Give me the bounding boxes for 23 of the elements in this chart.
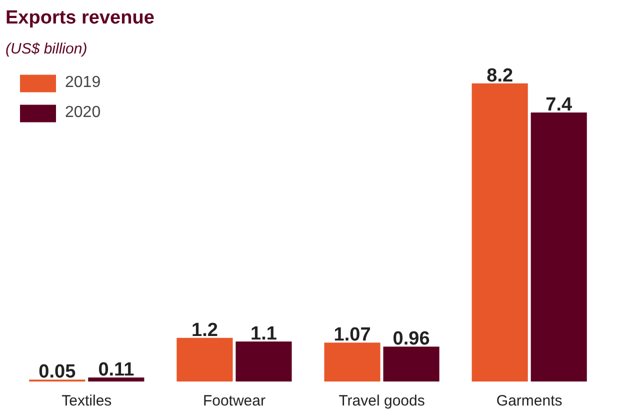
chart-title: Exports revenue bbox=[6, 8, 154, 28]
bar bbox=[530, 112, 587, 382]
bar bbox=[472, 83, 528, 382]
data-label: 7.4 bbox=[546, 94, 572, 116]
bar bbox=[236, 342, 292, 382]
bar bbox=[324, 342, 380, 382]
chart-subtitle: (US$ billion) bbox=[6, 40, 88, 58]
data-label: 1.2 bbox=[192, 320, 218, 341]
bar bbox=[88, 378, 144, 382]
legend-label: 2020 bbox=[65, 104, 101, 122]
bar bbox=[176, 338, 233, 382]
bar bbox=[383, 346, 440, 382]
data-label: 1.07 bbox=[334, 324, 371, 346]
data-label: 8.2 bbox=[486, 65, 514, 86]
data-label: 1.1 bbox=[250, 324, 278, 345]
legend-label: 2019 bbox=[65, 74, 101, 92]
x-tick-label: Textiles bbox=[62, 392, 112, 410]
x-tick-label: Footwear bbox=[202, 392, 266, 410]
data-label: 0.96 bbox=[392, 328, 430, 350]
data-label: 0.05 bbox=[38, 362, 76, 383]
x-tick-label: Travel goods bbox=[338, 392, 425, 410]
data-label: 0.11 bbox=[98, 360, 135, 380]
x-tick-label: Garments bbox=[496, 392, 562, 410]
